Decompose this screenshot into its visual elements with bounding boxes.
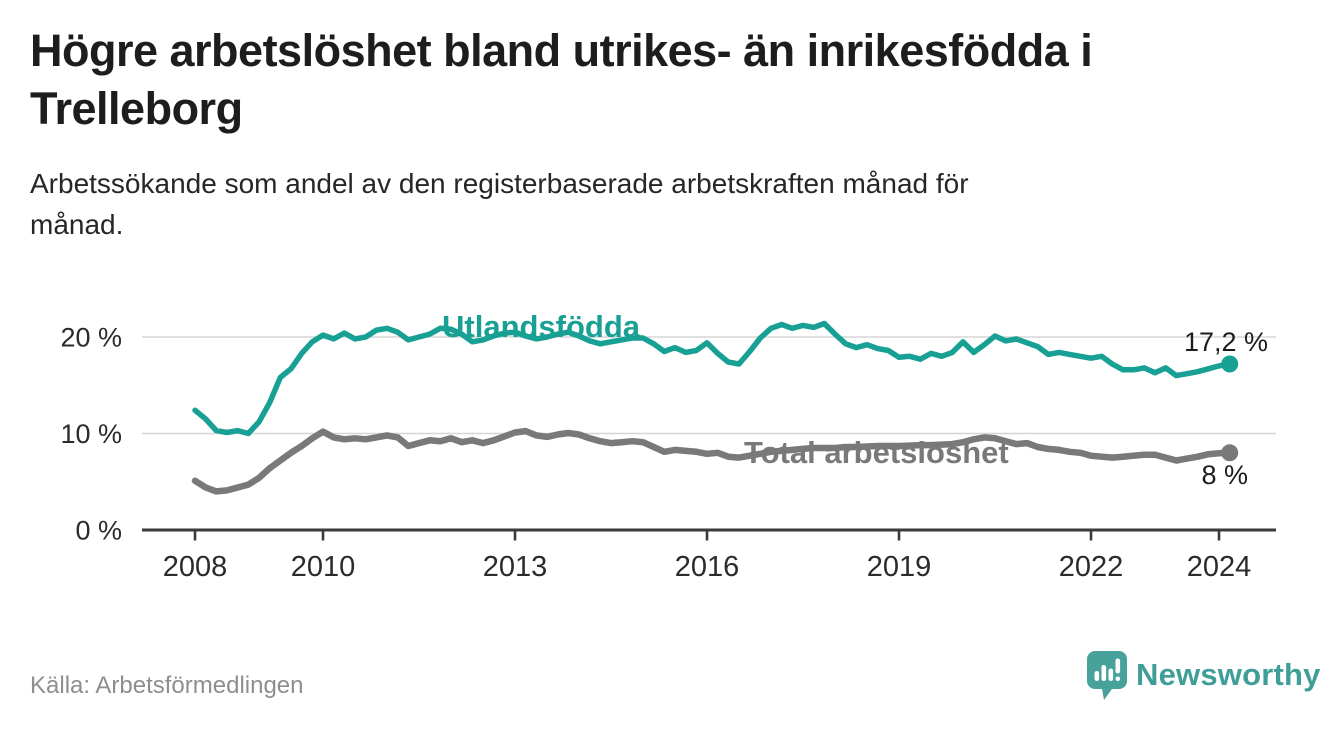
end-value-label-utlandsfodda: 17,2 % xyxy=(1184,327,1268,357)
chart-subtitle: Arbetssökande som andel av den registerb… xyxy=(30,163,1280,245)
x-tick-label: 2019 xyxy=(867,551,932,583)
y-tick-label: 0 % xyxy=(75,516,122,546)
logo-exclamation-stem-icon xyxy=(1115,658,1121,674)
y-axis-labels: 20 % 10 % 0 % xyxy=(60,323,122,546)
y-tick-label: 20 % xyxy=(60,323,122,353)
series-label-utlandsfodda: Utlandsfödda xyxy=(442,309,641,344)
logo-bar-1-icon xyxy=(1094,671,1100,681)
series-label-total: Total arbetslöshet xyxy=(744,435,1009,470)
series-end-dot-total xyxy=(1221,444,1239,462)
x-tick-label: 2010 xyxy=(291,551,356,583)
x-axis-ticks: 2008 2010 2013 2016 2019 2022 2024 xyxy=(163,530,1252,583)
end-value-label-total: 8 % xyxy=(1201,460,1248,490)
subtitle-line-1: Arbetssökande som andel av den registerb… xyxy=(30,168,969,199)
logo-bar-3-icon xyxy=(1108,668,1114,681)
logo-bar-2-icon xyxy=(1101,665,1107,681)
x-tick-label: 2024 xyxy=(1187,551,1252,583)
source-note: Källa: Arbetsförmedlingen xyxy=(30,672,304,699)
brand-name: Newsworthy xyxy=(1136,657,1321,692)
series-line-total xyxy=(191,427,1233,495)
subtitle-line-2: månad. xyxy=(30,209,124,240)
page-title: Högre arbetslöshet bland utrikes- än inr… xyxy=(30,22,1305,138)
title-line-2: Trelleborg xyxy=(30,83,243,134)
y-tick-label: 10 % xyxy=(60,419,122,449)
logo-exclamation-dot-icon xyxy=(1115,676,1121,682)
newsworthy-logo-icon xyxy=(1087,651,1127,700)
series-end-dot-utlandsfodda xyxy=(1221,355,1239,373)
x-tick-label: 2016 xyxy=(675,551,740,583)
x-tick-label: 2013 xyxy=(483,551,548,583)
speech-bubble-shape xyxy=(1087,651,1127,700)
x-tick-label: 2008 xyxy=(163,551,228,583)
series-line-utlandsfodda xyxy=(192,320,1233,437)
title-line-1: Högre arbetslöshet bland utrikes- än inr… xyxy=(30,25,1093,76)
x-tick-label: 2022 xyxy=(1059,551,1124,583)
